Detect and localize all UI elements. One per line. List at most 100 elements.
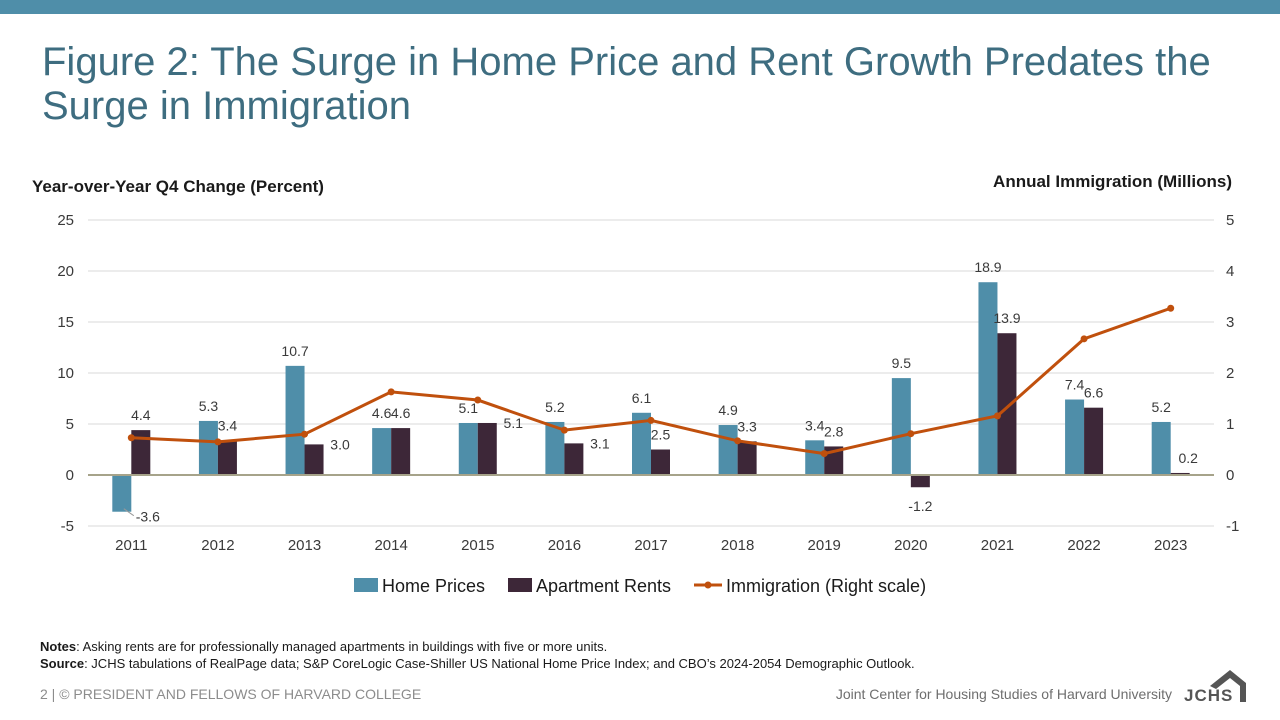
source-text: : JCHS tabulations of RealPage data; S&P… xyxy=(84,656,915,671)
x-tick-label: 2011 xyxy=(115,537,147,554)
legend-apartment-rents-label: Apartment Rents xyxy=(536,576,671,596)
immigration-point xyxy=(474,396,482,404)
apartment-rents-label: 2.5 xyxy=(651,427,671,443)
apartment-rents-bar xyxy=(910,475,930,488)
immigration-point xyxy=(907,430,915,438)
apartment-rents-label: 4.6 xyxy=(391,405,411,421)
footer-organization: Joint Center for Housing Studies of Harv… xyxy=(835,686,1172,702)
apartment-rents-bar xyxy=(477,422,497,475)
apartment-rents-bar xyxy=(737,441,757,475)
immigration-point xyxy=(734,437,742,445)
x-tick-label: 2021 xyxy=(981,537,1014,554)
data-labels: -3.6 5.3 10.7 4.6 5.1 5.2 6.1 4.9 3.4 9.5 18.9 7.4 5… xyxy=(123,259,1198,525)
legend: Home Prices Apartment Rents Immigration (R… xyxy=(354,576,926,596)
legend-immigration-label: Immigration (Right scale) xyxy=(726,576,926,596)
home-prices-label: 5.2 xyxy=(1151,399,1171,415)
jchs-logo-icon xyxy=(1210,670,1246,702)
immigration-point xyxy=(1167,304,1175,312)
apartment-rents-bar xyxy=(304,444,324,475)
apartment-rents-label: 3.4 xyxy=(218,417,238,433)
y-tick-label: 0 xyxy=(66,467,74,484)
immigration-point xyxy=(1080,335,1088,343)
home-prices-bar xyxy=(891,378,911,475)
apartment-rents-bar xyxy=(651,449,670,475)
home-prices-bar xyxy=(545,421,565,475)
top-accent-bar xyxy=(0,0,1280,14)
home-prices-label: 5.1 xyxy=(459,400,479,416)
jchs-logo-text: JCHS xyxy=(1184,686,1234,705)
footer-copyright: 2 | © PRESIDENT AND FELLOWS OF HARVARD C… xyxy=(40,686,422,702)
home-prices-label: 4.9 xyxy=(718,402,738,418)
x-tick-label: 2012 xyxy=(201,537,234,554)
home-prices-bar xyxy=(978,282,998,475)
y-tick-label: -5 xyxy=(61,518,74,535)
apartment-rents-label: 6.6 xyxy=(1084,385,1104,401)
home-prices-bar xyxy=(372,428,392,475)
immigration-point xyxy=(820,450,828,458)
home-prices-label: 3.4 xyxy=(805,417,825,433)
legend-apartment-rents-swatch xyxy=(508,578,532,592)
immigration-point xyxy=(127,434,135,442)
home-prices-label: 5.3 xyxy=(199,398,219,414)
home-prices-label: -3.6 xyxy=(136,509,160,525)
source-line: Source: JCHS tabulations of RealPage dat… xyxy=(40,655,915,672)
legend-immigration-marker xyxy=(704,581,712,589)
apartment-rents-label: 3.0 xyxy=(330,436,350,452)
home-prices-bar xyxy=(805,440,825,475)
apartment-rents-bar xyxy=(1084,407,1104,475)
y-tick-label: 25 xyxy=(57,212,74,229)
notes-block: Notes: Asking rents are for professional… xyxy=(40,638,915,672)
home-prices-bar xyxy=(718,425,738,475)
immigration-point xyxy=(647,416,655,424)
immigration-point xyxy=(387,388,395,396)
apartment-rents-label: 3.3 xyxy=(737,418,757,434)
page-title: Figure 2: The Surge in Home Price and Re… xyxy=(42,40,1211,128)
y-tick-label: 5 xyxy=(66,416,74,433)
y-axis-title: Year-over-Year Q4 Change (Percent) xyxy=(32,177,324,196)
y2-tick-label: 1 xyxy=(1226,416,1234,433)
x-tick-label: 2023 xyxy=(1154,537,1187,554)
x-tick-label: 2016 xyxy=(548,537,581,554)
y2-axis-title: Annual Immigration (Millions) xyxy=(993,172,1232,191)
notes-label: Notes xyxy=(40,639,77,654)
legend-home-prices-label: Home Prices xyxy=(382,576,485,596)
apartment-rents-label: 5.1 xyxy=(504,415,524,431)
x-tick-label: 2013 xyxy=(288,537,321,554)
immigration-point xyxy=(214,438,222,446)
x-tick-label: 2015 xyxy=(461,537,494,554)
apartment-rents-label: 13.9 xyxy=(993,310,1020,326)
label-leader-line xyxy=(123,508,135,517)
apartment-rents-label: 4.4 xyxy=(131,407,151,423)
apartment-rents-bar xyxy=(997,333,1017,475)
y2-tick-label: 2 xyxy=(1226,365,1234,382)
apartment-rents-label: 0.2 xyxy=(1178,450,1198,466)
apartment-rents-label: -1.2 xyxy=(908,498,932,514)
y2-tick-label: 5 xyxy=(1226,212,1234,229)
source-label: Source xyxy=(40,656,85,671)
y-tick-label: 15 xyxy=(57,314,74,331)
apartment-rents-bar xyxy=(131,430,151,475)
home-prices-label: 10.7 xyxy=(281,343,308,359)
y2-tick-label: 3 xyxy=(1226,314,1234,331)
apartment-rents-bar xyxy=(564,443,584,475)
y-tick-label: 10 xyxy=(57,365,74,382)
y2-tick-label: 0 xyxy=(1226,467,1234,484)
gridlines xyxy=(88,219,1214,527)
home-prices-bar xyxy=(1151,421,1171,475)
x-tick-label: 2018 xyxy=(721,537,754,554)
y-tick-label: 20 xyxy=(57,263,74,280)
home-prices-label: 4.6 xyxy=(372,405,392,421)
immigration-line xyxy=(127,304,1175,458)
apartment-rents-label: 3.1 xyxy=(590,435,610,451)
combo-chart: -3.6 5.3 10.7 4.6 5.1 5.2 6.1 4.9 3.4 9.5 18.9 7.4 5… xyxy=(32,172,1239,596)
apartment-rents-bar xyxy=(391,428,411,475)
notes-line: Notes: Asking rents are for professional… xyxy=(40,638,915,655)
apartment-rents-label: 2.8 xyxy=(824,423,844,439)
x-tick-label: 2014 xyxy=(374,537,407,554)
home-prices-bar xyxy=(285,365,305,475)
axes: -5 0 5 10 15 20 25 -1 0 1 2 3 4 5 2011 2012 2013 2014 2015… xyxy=(57,212,1239,554)
immigration-point xyxy=(560,426,568,434)
x-tick-label: 2017 xyxy=(634,537,667,554)
x-tick-label: 2020 xyxy=(894,537,927,554)
y2-tick-label: -1 xyxy=(1226,518,1239,535)
